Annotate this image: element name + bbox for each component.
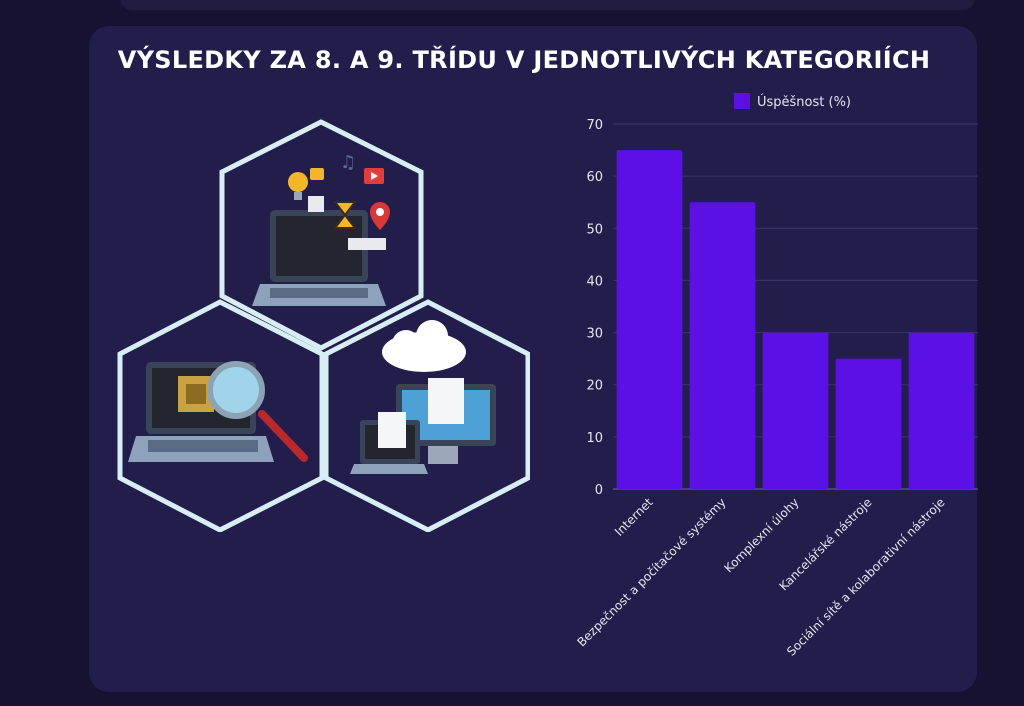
bar [835,358,902,489]
bar [762,332,829,489]
top-strip [120,0,975,10]
x-tick-label: Bezpečnost a počítačové systémy [574,495,728,649]
chart-bars [616,150,975,490]
y-tick-label: 40 [586,274,603,289]
y-tick-label: 30 [586,327,603,342]
page-title: VÝSLEDKY ZA 8. A 9. TŘÍDU V JEDNOTLIVÝCH… [117,46,931,74]
y-tick-label: 10 [586,431,603,446]
hexagon-illustration: ♫ [117,119,530,532]
y-axis-ticks: 0 10 20 30 40 50 60 70 [586,118,603,498]
x-tick-label: Internet [612,495,656,539]
bar [689,202,756,489]
x-tick-label: Komplexní úlohy [722,495,802,575]
chart-legend: Úspěšnost (%) [734,93,851,110]
y-tick-label: 70 [586,118,603,133]
legend-swatch [734,93,750,109]
y-tick-label: 0 [595,483,603,498]
y-tick-label: 50 [586,222,603,237]
bar [616,150,683,490]
laptop-apps-icon: ♫ [219,119,424,351]
bar [908,332,975,489]
y-tick-label: 60 [586,170,603,185]
legend-label: Úspěšnost (%) [757,94,851,110]
y-tick-label: 20 [586,379,603,394]
laptop-magnifier-chip-icon [117,299,325,532]
x-tick-label: Sociální sítě a kolaborativní nástroje [784,495,948,659]
bar-chart: Úspěšnost (%) 0 10 20 30 40 50 60 70 InternetBe… [574,93,978,659]
cloud-computers-icon [323,299,530,532]
svg-text:♫: ♫ [340,152,356,173]
content-card [89,26,977,692]
